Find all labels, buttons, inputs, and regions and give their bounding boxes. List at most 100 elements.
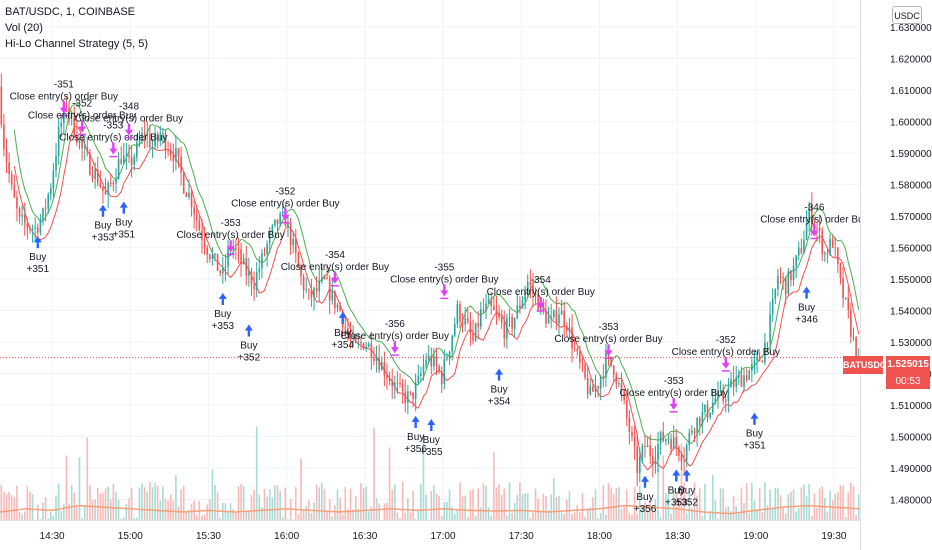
volume-bar — [143, 487, 146, 520]
volume-bar — [537, 498, 539, 520]
volume-bar — [615, 488, 618, 520]
candle-body — [459, 303, 461, 322]
candle-body — [709, 412, 711, 418]
candle-body — [618, 383, 620, 385]
candle-body — [784, 277, 787, 295]
volume-bar — [175, 475, 177, 520]
candle-body — [740, 374, 743, 387]
candle-body — [414, 382, 417, 400]
candle-body — [185, 193, 188, 198]
volume-bar — [461, 496, 464, 520]
exit-label: Close entry(s) order Buy — [75, 114, 183, 125]
candle-body — [485, 303, 487, 311]
candle-body — [23, 215, 26, 223]
candle-body — [164, 133, 167, 152]
candle-body — [810, 204, 813, 227]
volume-bar — [719, 488, 722, 520]
volume-bar — [738, 513, 740, 520]
volume-bar — [532, 512, 534, 520]
legend-symbol[interactable]: BAT/USDC, 1, COINBASE — [5, 6, 135, 18]
volume-bar — [433, 484, 435, 520]
candle-body — [227, 249, 229, 267]
volume-bar — [3, 491, 5, 520]
candle-body — [16, 197, 18, 209]
candle-body — [672, 437, 675, 449]
buy-label: +346 — [795, 315, 818, 326]
candle-body — [128, 155, 130, 157]
volume-bar — [396, 512, 399, 520]
volume-bar — [326, 512, 328, 520]
currency-badge[interactable]: USDC — [892, 6, 922, 24]
volume-bar — [792, 489, 795, 520]
volume-bar — [771, 507, 774, 520]
volume-bar — [675, 492, 678, 520]
candle-body — [308, 289, 310, 291]
volume-bar — [730, 511, 732, 520]
volume-bar — [818, 488, 821, 520]
volume-bar — [448, 489, 451, 520]
volume-bar — [594, 489, 597, 520]
candle-body — [748, 370, 751, 380]
volume-bar — [550, 494, 552, 520]
candle-body — [136, 142, 138, 157]
candle-body — [495, 309, 498, 313]
volume-bar — [240, 484, 242, 520]
volume-bar — [347, 509, 349, 520]
volume-bar — [271, 497, 274, 520]
candle-body — [644, 445, 646, 448]
candle-body — [430, 355, 433, 367]
volume-bar — [857, 494, 860, 520]
candle-body — [380, 362, 383, 371]
volume-bar — [360, 483, 362, 520]
candle-body — [641, 445, 644, 457]
price-tick-label: 1.540000 — [890, 306, 932, 317]
volume-bar — [576, 504, 579, 520]
candle-body — [850, 309, 852, 337]
volume-bar — [242, 486, 245, 520]
volume-bar — [404, 512, 407, 520]
volume-bar — [206, 504, 208, 520]
price-axis[interactable]: 1.4800001.4900001.5000001.5100001.520000… — [860, 0, 932, 550]
candle-body — [605, 353, 607, 378]
volume-bar — [516, 495, 519, 520]
legend-strategy[interactable]: Hi-Lo Channel Strategy (5, 5) — [5, 38, 149, 50]
candle-body — [816, 227, 818, 229]
volume-bar — [722, 488, 724, 520]
candle-body — [300, 266, 302, 277]
candle-body — [425, 359, 427, 366]
candle-body — [409, 391, 412, 393]
volume-bar — [57, 483, 60, 520]
candle-body — [844, 297, 847, 299]
candle-body — [474, 323, 477, 341]
exit-label: -352 — [275, 187, 295, 198]
time-axis-bg — [0, 520, 860, 550]
candle-body — [503, 322, 506, 339]
volume-bar — [740, 487, 743, 520]
volume-bar — [36, 504, 39, 520]
candle-body — [313, 287, 315, 298]
candle-body — [76, 135, 78, 143]
volume-bar — [566, 499, 568, 520]
candle-body — [571, 327, 573, 349]
volume-bar — [456, 509, 459, 520]
time-axis[interactable]: 14:30 15:00 15:30 16:00 16:30 17:00 17:30 18:00… — [0, 520, 860, 550]
volume-bar — [237, 486, 240, 520]
volume-bar — [529, 518, 532, 520]
volume-bar — [263, 488, 266, 520]
candle-body — [774, 289, 777, 299]
candle-body — [70, 112, 73, 115]
candle-body — [29, 227, 31, 230]
volume-bar — [130, 487, 133, 520]
candle-body — [122, 155, 125, 164]
volume-bar — [547, 509, 550, 520]
candle-body — [31, 228, 34, 230]
candle-body — [839, 264, 842, 279]
candle-body — [800, 247, 803, 253]
volume-bar — [117, 499, 120, 520]
volume-bar — [688, 493, 691, 520]
buy-arrow-icon — [119, 201, 128, 214]
candle-body — [654, 459, 657, 465]
legend-volume[interactable]: Vol (20) — [5, 22, 43, 34]
volume-bar — [672, 488, 675, 520]
